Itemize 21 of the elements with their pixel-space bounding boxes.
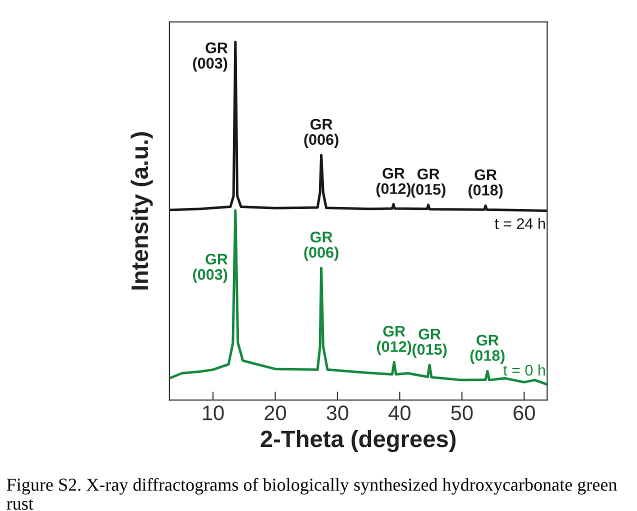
annotation: GR (018)	[470, 334, 505, 364]
annotation: GR (018)	[468, 169, 503, 199]
annotation: GR (012)	[377, 326, 412, 355]
x-tick-label: 60	[514, 406, 535, 420]
caption: Figure S2. X-ray diffractograms of biologically synthesized hydroxycarbonate green rust	[6, 478, 617, 510]
annotation: GR (015)	[411, 168, 446, 198]
series-label: t = 0 h	[503, 364, 545, 376]
annotation: GR (003)	[193, 42, 228, 72]
x-tick-label: 20	[264, 406, 286, 420]
annotation: GR (012)	[376, 168, 411, 198]
series-label: t = 24 h	[494, 218, 545, 230]
x-tick-label: 30	[326, 406, 348, 420]
y-axis-title: Intensity (a.u.)	[130, 132, 153, 290]
annotation: GR (006)	[304, 118, 338, 148]
annotation: GR (003)	[193, 254, 228, 283]
annotation: GR (006)	[304, 232, 338, 261]
annotation: GR (015)	[412, 328, 447, 358]
x-tick-label: 40	[388, 406, 410, 420]
x-axis-title: 2-Theta (degrees)	[260, 430, 456, 452]
x-tick-label: 10	[203, 406, 224, 420]
x-tick-label: 50	[451, 406, 473, 420]
